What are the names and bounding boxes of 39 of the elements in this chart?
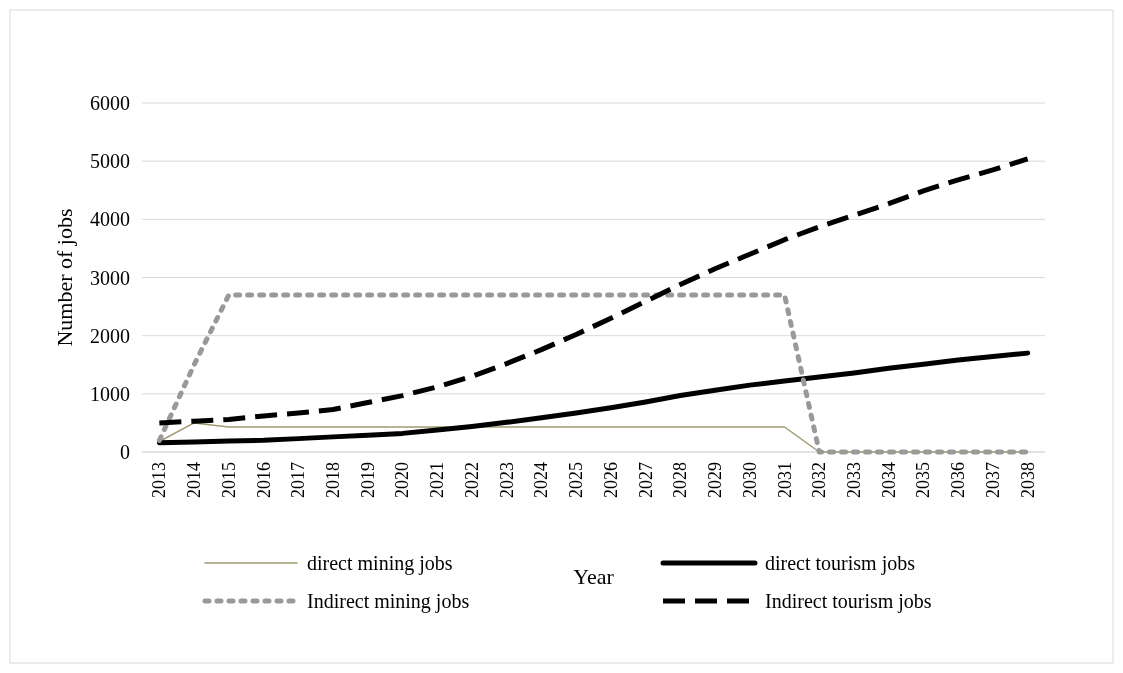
x-tick-label: 2025 xyxy=(566,462,587,498)
x-tick-label: 2028 xyxy=(670,462,691,498)
legend-label: direct tourism jobs xyxy=(765,552,916,575)
x-tick-label: 2024 xyxy=(531,462,552,498)
legend-label: direct mining jobs xyxy=(307,552,453,575)
x-tick-label: 2026 xyxy=(600,462,621,498)
x-tick-label: 2031 xyxy=(774,462,795,498)
x-tick-label: 2029 xyxy=(705,462,726,498)
y-tick-label: 5000 xyxy=(90,150,130,173)
x-tick-label: 2014 xyxy=(184,462,205,498)
x-tick-label: 2022 xyxy=(461,462,482,498)
x-tick-label: 2035 xyxy=(913,462,934,498)
x-tick-label: 2027 xyxy=(635,462,656,498)
x-tick-label: 2020 xyxy=(392,462,413,498)
x-tick-label: 2034 xyxy=(878,462,899,498)
y-tick-label: 4000 xyxy=(90,208,130,231)
y-tick-label: 0 xyxy=(120,441,130,463)
legend-label: Indirect tourism jobs xyxy=(765,590,932,613)
x-tick-label: 2018 xyxy=(323,462,344,498)
x-tick-label: 2036 xyxy=(948,462,969,498)
x-axis-title: Year xyxy=(573,564,615,589)
x-tick-label: 2033 xyxy=(843,462,864,498)
x-tick-label: 2016 xyxy=(253,462,274,498)
x-tick-label: 2037 xyxy=(982,462,1003,498)
x-tick-label: 2017 xyxy=(288,462,309,498)
x-tick-label: 2021 xyxy=(427,462,448,498)
y-tick-label: 6000 xyxy=(90,92,130,114)
y-tick-label: 1000 xyxy=(90,382,130,405)
x-tick-label: 2023 xyxy=(496,462,517,498)
x-tick-label: 2013 xyxy=(149,462,170,498)
x-tick-label: 2030 xyxy=(739,462,760,498)
x-tick-label: 2032 xyxy=(809,462,830,498)
x-tick-label: 2019 xyxy=(357,462,378,498)
y-axis-title: Number of jobs xyxy=(52,208,77,347)
legend-label: Indirect mining jobs xyxy=(307,590,470,613)
y-tick-label: 2000 xyxy=(90,324,130,347)
x-tick-label: 2038 xyxy=(1017,462,1038,498)
y-tick-label: 3000 xyxy=(90,266,130,289)
x-tick-label: 2015 xyxy=(218,462,239,498)
